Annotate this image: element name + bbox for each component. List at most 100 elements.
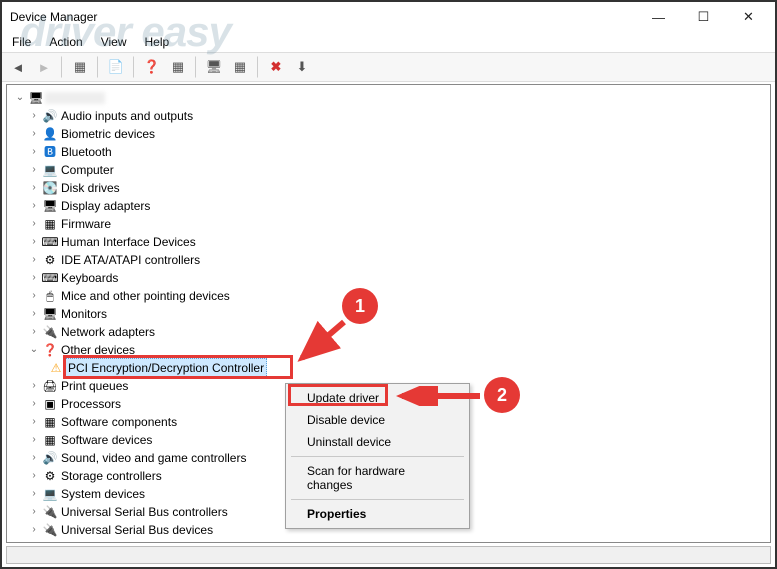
tree-label: Mice and other pointing devices xyxy=(59,287,232,305)
tree-root[interactable]: ⌄ 🖥 xyxy=(13,89,770,107)
tree-label: Network adapters xyxy=(59,323,157,341)
expand-icon[interactable]: › xyxy=(27,503,41,521)
tree-item[interactable]: ›🔌Network adapters xyxy=(27,323,770,341)
bluetooth-icon: 🅱 xyxy=(41,143,59,161)
computer-icon: 💻 xyxy=(41,161,59,179)
menu-bar: File Action View Help xyxy=(2,32,775,52)
help-button[interactable]: ❓ xyxy=(140,56,164,78)
update-button[interactable]: ⬇ xyxy=(290,56,314,78)
usb-icon: 🔌 xyxy=(41,503,59,521)
tree-item[interactable]: ›🔊Audio inputs and outputs xyxy=(27,107,770,125)
tree-label: Other devices xyxy=(59,341,137,359)
expand-icon[interactable]: › xyxy=(27,161,41,179)
tree-item[interactable]: ›⌨Human Interface Devices xyxy=(27,233,770,251)
tree-label: Firmware xyxy=(59,215,113,233)
title-bar: Device Manager — ☐ ✕ xyxy=(2,2,775,32)
scan-button[interactable]: 🖥 xyxy=(202,56,226,78)
tree-label: Disk drives xyxy=(59,179,122,197)
expand-icon[interactable]: › xyxy=(27,485,41,503)
ide-icon: ⚙ xyxy=(41,251,59,269)
menu-action[interactable]: Action xyxy=(45,33,86,51)
warning-icon: ⚠ xyxy=(47,359,65,377)
tree-label: Processors xyxy=(59,395,123,413)
menu-view[interactable]: View xyxy=(97,33,131,51)
tree-item[interactable]: ›⚙IDE ATA/ATAPI controllers xyxy=(27,251,770,269)
hid-icon: ⌨ xyxy=(41,233,59,251)
toolbar-separator xyxy=(61,56,63,78)
action-button[interactable]: ▦ xyxy=(166,56,190,78)
expand-icon[interactable]: › xyxy=(27,521,41,539)
uninstall-button[interactable]: ✖ xyxy=(264,56,288,78)
tree-item[interactable]: ›▦Firmware xyxy=(27,215,770,233)
expand-icon[interactable]: › xyxy=(27,269,41,287)
ctx-uninstall-device[interactable]: Uninstall device xyxy=(289,431,466,453)
tree-item[interactable]: ›🖥Monitors xyxy=(27,305,770,323)
tree-label: Keyboards xyxy=(59,269,120,287)
expand-icon[interactable]: › xyxy=(27,431,41,449)
expand-icon[interactable]: › xyxy=(27,251,41,269)
expand-icon[interactable]: › xyxy=(27,467,41,485)
tree-label: Print queues xyxy=(59,377,130,395)
expand-icon[interactable]: › xyxy=(27,395,41,413)
expand-icon[interactable]: › xyxy=(27,233,41,251)
minimize-button[interactable]: — xyxy=(636,3,681,31)
tree-item[interactable]: ›💽Disk drives xyxy=(27,179,770,197)
expand-icon[interactable]: › xyxy=(27,197,41,215)
back-button[interactable]: ◄ xyxy=(6,56,30,78)
toolbar: ◄ ► ▦ 📄 ❓ ▦ 🖥 ▦ ✖ ⬇ xyxy=(2,52,775,82)
forward-button[interactable]: ► xyxy=(32,56,56,78)
computer-icon: 🖥 xyxy=(27,89,45,107)
expand-icon[interactable]: › xyxy=(27,287,41,305)
collapse-icon[interactable]: ⌄ xyxy=(27,341,41,359)
keyboard-icon: ⌨ xyxy=(41,269,59,287)
expand-icon[interactable]: › xyxy=(27,125,41,143)
menu-help[interactable]: Help xyxy=(141,33,174,51)
tree-item[interactable]: ›⌨Keyboards xyxy=(27,269,770,287)
expand-icon[interactable]: › xyxy=(27,143,41,161)
software-icon: ▦ xyxy=(41,413,59,431)
ctx-properties[interactable]: Properties xyxy=(289,503,466,525)
tree-item[interactable]: ›🖱Mice and other pointing devices xyxy=(27,287,770,305)
expand-icon[interactable]: › xyxy=(27,323,41,341)
close-button[interactable]: ✕ xyxy=(726,3,771,31)
tree-label: Biometric devices xyxy=(59,125,157,143)
print-icon: 🖨 xyxy=(41,377,59,395)
toolbar-separator xyxy=(257,56,259,78)
expand-icon[interactable]: › xyxy=(27,107,41,125)
expand-icon[interactable]: › xyxy=(27,449,41,467)
maximize-button[interactable]: ☐ xyxy=(681,3,726,31)
tree-item-other[interactable]: ⌄❓Other devices xyxy=(27,341,770,359)
usb-icon: 🔌 xyxy=(41,521,59,539)
cpu-icon: ▣ xyxy=(41,395,59,413)
sound-icon: 🔊 xyxy=(41,449,59,467)
tree-label: Software devices xyxy=(59,431,154,449)
expand-icon[interactable]: › xyxy=(27,377,41,395)
disk-icon: 💽 xyxy=(41,179,59,197)
show-hidden-button[interactable]: ▦ xyxy=(68,56,92,78)
expand-icon[interactable]: › xyxy=(27,305,41,323)
tree-item[interactable]: ›🖥Display adapters xyxy=(27,197,770,215)
storage-icon: ⚙ xyxy=(41,467,59,485)
menu-file[interactable]: File xyxy=(8,33,35,51)
collapse-icon[interactable]: ⌄ xyxy=(13,89,27,107)
tree-item-selected[interactable]: ⚠PCI Encryption/Decryption Controller xyxy=(47,359,770,377)
window-title: Device Manager xyxy=(10,10,636,24)
tree-label: Universal Serial Bus devices xyxy=(59,521,215,539)
tree-label: System devices xyxy=(59,485,147,503)
monitor-icon: 🖥 xyxy=(41,305,59,323)
tree-item[interactable]: ›🅱Bluetooth xyxy=(27,143,770,161)
tree-item[interactable]: ›👤Biometric devices xyxy=(27,125,770,143)
tree-label: Monitors xyxy=(59,305,109,323)
toolbar-separator xyxy=(133,56,135,78)
tree-item[interactable]: ›💻Computer xyxy=(27,161,770,179)
expand-icon[interactable]: › xyxy=(27,179,41,197)
ctx-update-driver[interactable]: Update driver xyxy=(289,387,466,409)
expand-icon[interactable]: › xyxy=(27,215,41,233)
firmware-icon: ▦ xyxy=(41,215,59,233)
tree-label: Computer xyxy=(59,161,116,179)
expand-icon[interactable]: › xyxy=(27,413,41,431)
devices-button[interactable]: ▦ xyxy=(228,56,252,78)
properties-button[interactable]: 📄 xyxy=(104,56,128,78)
ctx-disable-device[interactable]: Disable device xyxy=(289,409,466,431)
ctx-scan-hardware[interactable]: Scan for hardware changes xyxy=(289,460,466,496)
